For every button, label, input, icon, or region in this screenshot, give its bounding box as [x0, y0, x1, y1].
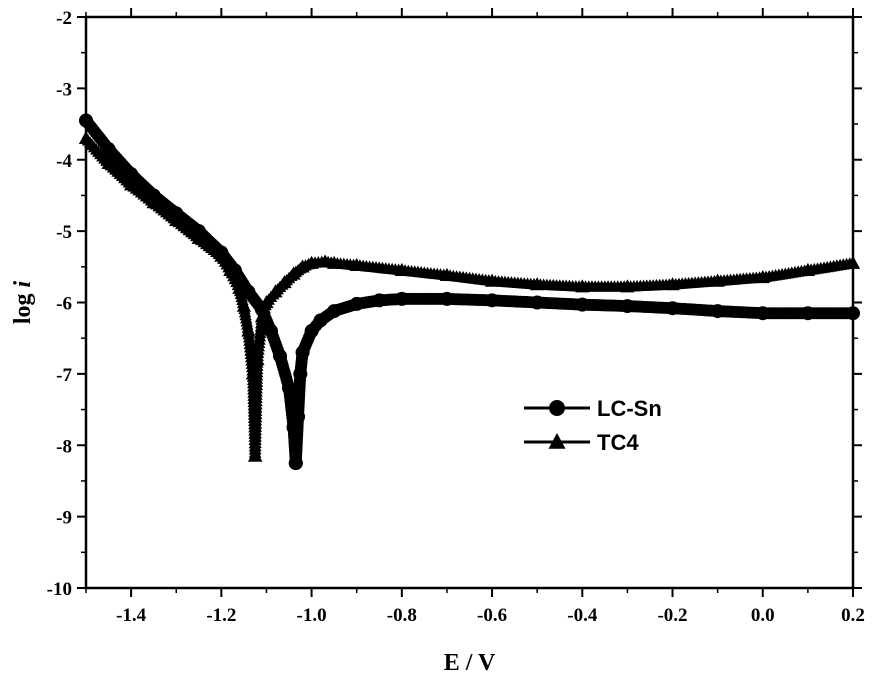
- data-point: [394, 291, 409, 306]
- x-tick-label: 0.2: [841, 605, 865, 626]
- data-point: [291, 409, 306, 424]
- data-point: [286, 266, 301, 280]
- plot-area: [78, 113, 861, 471]
- legend-label: LC-Sn: [597, 396, 662, 421]
- y-tick-label: -10: [47, 579, 72, 600]
- data-point: [530, 295, 545, 310]
- legend-marker-triangle-icon: [548, 433, 566, 449]
- data-point: [304, 255, 319, 269]
- data-point: [259, 295, 274, 309]
- y-tick-label: -8: [56, 436, 72, 457]
- data-point: [304, 324, 319, 339]
- data-point: [241, 323, 256, 337]
- series-line-anodic: [253, 260, 854, 456]
- data-point: [800, 306, 815, 321]
- series-line-cathodic: [84, 137, 257, 456]
- data-point: [313, 313, 328, 328]
- x-axis-title: E / V: [444, 650, 496, 676]
- legend-item-lc-sn: LC-Sn: [524, 396, 662, 421]
- data-point: [232, 280, 247, 294]
- x-tick-label: -0.8: [387, 605, 417, 626]
- data-point: [485, 293, 500, 308]
- x-tick-label: -0.2: [657, 605, 687, 626]
- data-point: [263, 324, 278, 339]
- y-tick-label: -3: [56, 79, 72, 100]
- series-tc4: [78, 130, 861, 462]
- y-axis-title-prefix: log: [10, 288, 36, 325]
- data-point: [439, 291, 454, 306]
- y-tick-label: -7: [56, 365, 72, 386]
- data-point: [620, 279, 635, 293]
- data-point: [277, 275, 292, 289]
- x-tick-label: -1.2: [206, 605, 236, 626]
- data-point: [439, 267, 455, 282]
- data-point: [295, 259, 310, 273]
- legend: LC-Sn TC4: [524, 396, 662, 455]
- y-tick-label: -2: [56, 8, 72, 29]
- data-point: [327, 255, 342, 269]
- legend-marker-circle-icon: [549, 400, 565, 416]
- data-point: [282, 381, 297, 396]
- data-point: [293, 366, 308, 381]
- data-point: [575, 297, 590, 312]
- data-point: [101, 155, 116, 169]
- data-point: [394, 262, 409, 277]
- data-point: [372, 293, 387, 308]
- data-point: [800, 262, 816, 277]
- data-point: [295, 345, 310, 360]
- data-point: [665, 301, 680, 316]
- data-point: [620, 299, 635, 314]
- data-point: [250, 352, 265, 366]
- data-point: [484, 273, 500, 287]
- y-tick-label: -5: [56, 222, 72, 243]
- data-point: [214, 248, 229, 262]
- x-tick-label: -1.0: [297, 605, 327, 626]
- legend-item-tc4: TC4: [524, 430, 639, 455]
- data-point: [273, 349, 288, 364]
- legend-label: TC4: [597, 430, 639, 455]
- data-point: [169, 212, 184, 227]
- data-point: [223, 262, 238, 277]
- y-tick-label: -6: [56, 294, 72, 315]
- data-point: [530, 277, 545, 291]
- data-point: [755, 270, 770, 284]
- data-point: [755, 306, 770, 321]
- data-point: [710, 304, 725, 319]
- data-point: [191, 230, 206, 244]
- data-point: [327, 304, 342, 319]
- data-point: [254, 309, 270, 323]
- data-point: [288, 456, 303, 471]
- x-tick-label: -1.4: [116, 605, 147, 626]
- x-tick-label: -0.4: [567, 605, 598, 626]
- data-point: [268, 284, 283, 298]
- x-tick-label: 0.0: [751, 605, 775, 626]
- y-tick-label: -9: [56, 508, 72, 529]
- data-point: [710, 273, 725, 287]
- data-point: [236, 298, 252, 312]
- data-point: [101, 142, 116, 157]
- x-tick-label: -0.6: [477, 605, 507, 626]
- series-lc-sn: [79, 113, 860, 471]
- y-tick-label: -4: [56, 151, 72, 172]
- data-point: [146, 195, 161, 209]
- y-axis-title-variable: i: [10, 281, 36, 288]
- axes: -1.4 -1.2 -1.0 -0.8 -0.6 -0.4 -0.2 0.0 0.2 -10 -9 -…: [47, 8, 865, 626]
- data-point: [123, 177, 139, 191]
- data-point: [349, 257, 364, 272]
- data-point: [575, 279, 590, 293]
- y-axis-title: log i: [10, 281, 36, 325]
- data-point: [317, 254, 333, 268]
- data-point: [248, 448, 263, 462]
- data-point: [349, 296, 364, 311]
- data-point: [665, 277, 680, 291]
- series-line-anodic: [294, 297, 853, 464]
